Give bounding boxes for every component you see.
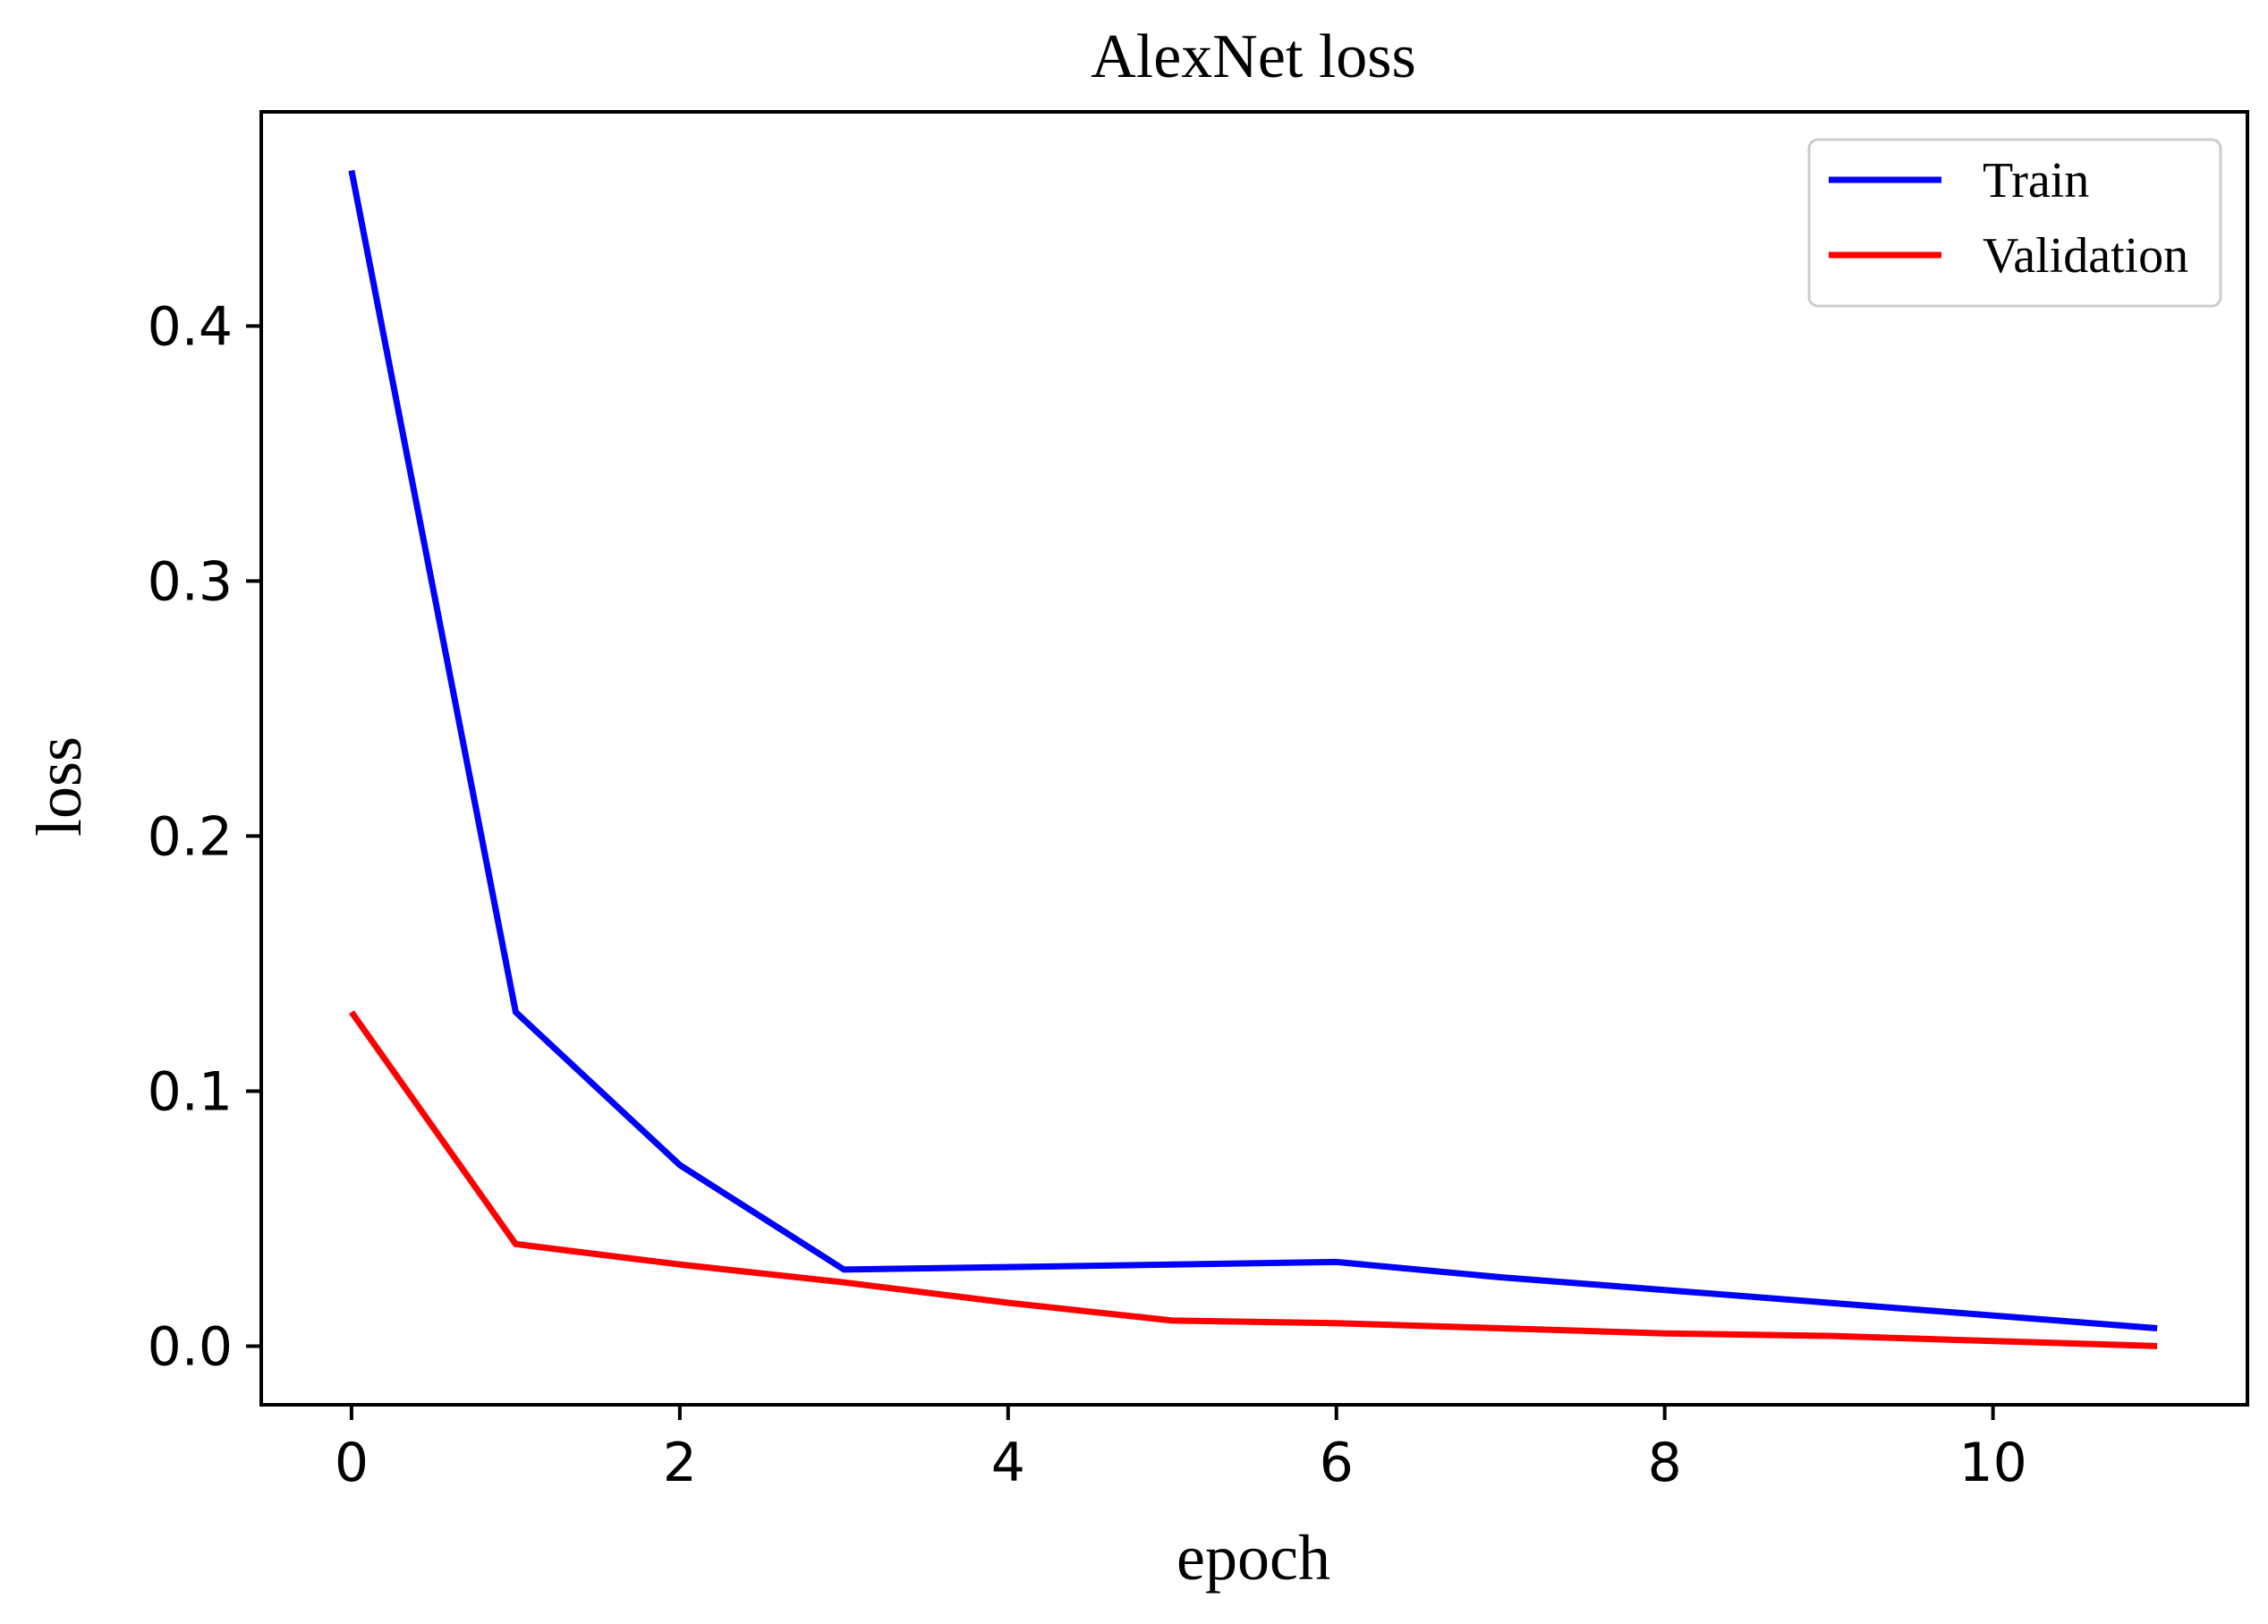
series-line-train [348,169,2158,1331]
y-tick-label: 0.1 [148,1060,233,1123]
legend-label-validation: Validation [1983,228,2188,284]
plot-area: 0 2 4 6 8 10 0.0 0.1 0.2 0.3 0.4 Train Validation [148,110,2249,1494]
legend: Train Validation [1807,138,2222,308]
y-tick-label: 0.2 [148,805,233,868]
x-tick-label: 10 [1958,1432,2026,1494]
x-tick-label: 6 [1320,1432,1354,1494]
x-tick-label: 4 [991,1432,1025,1494]
x-axis-label: epoch [1176,1522,1330,1594]
x-tick-label: 8 [1648,1432,1682,1494]
series-line-validation [349,1010,2158,1349]
legend-label-train: Train [1983,153,2089,208]
y-axis-label: loss [23,736,95,837]
plot-frame [259,110,2249,1407]
chart-title: AlexNet loss [1091,22,1416,91]
x-tick-label: 0 [335,1432,369,1494]
y-tick-label: 0.4 [148,295,233,358]
x-tick-label: 2 [663,1432,697,1494]
y-tick-label: 0.3 [148,550,233,613]
y-tick-label: 0.0 [148,1315,233,1378]
